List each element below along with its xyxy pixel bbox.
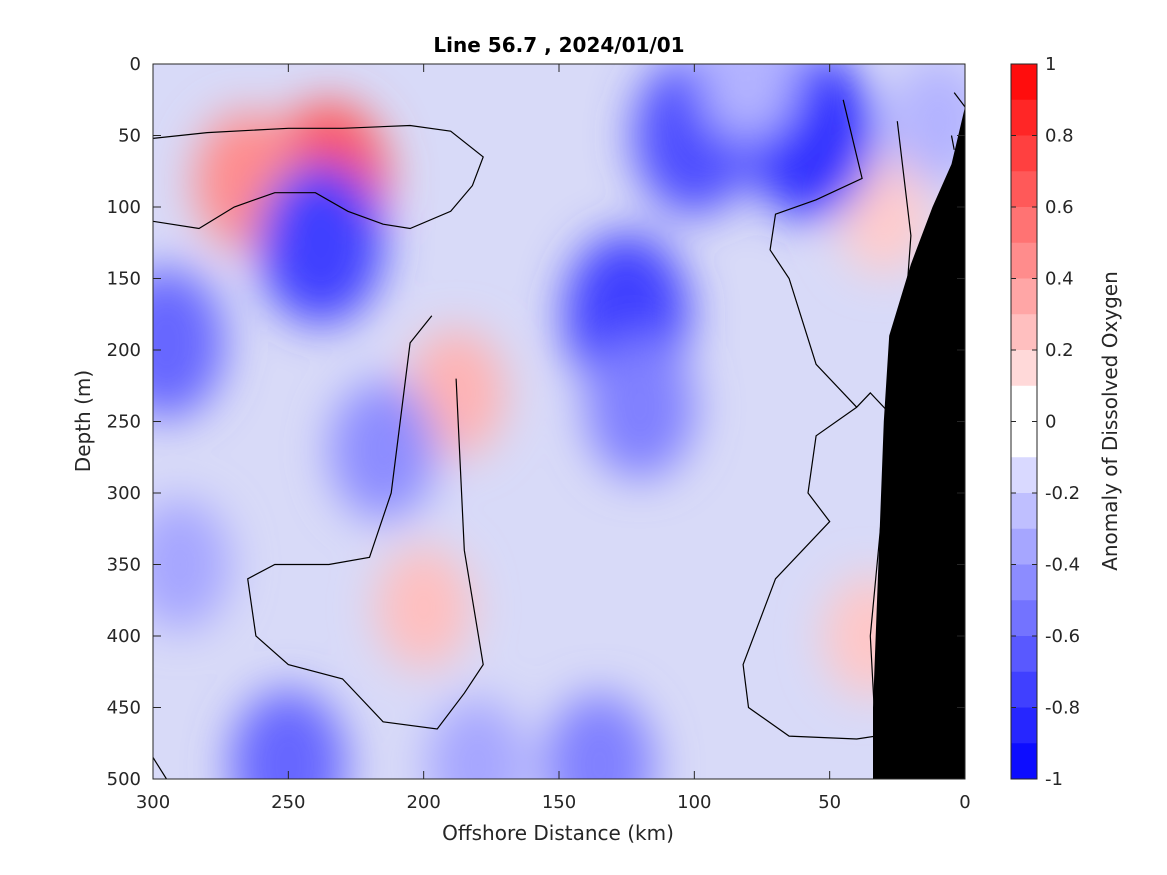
colorbar-ticks: 1 0.8 0.6 0.4 0.2 0 -0.2 -0.4 -0.6 -0.8 -1 [1011,54,1080,790]
anomaly-blob-16 [153,498,231,631]
anomaly-blob-17 [699,64,798,142]
anomaly-blob-18 [888,64,965,185]
colorbar-tick-label: 0.6 [1045,197,1074,218]
y-tick-label: 100 [107,197,141,218]
colorbar-step [1011,493,1037,530]
y-tick-label: 150 [107,269,141,290]
colorbar-step [1011,457,1037,494]
y-axis-label: Depth (m) [71,370,95,472]
colorbar-step [1011,314,1037,351]
anomaly-blob-8 [329,380,437,520]
y-tick-label: 0 [130,54,141,75]
colorbar-step [1011,421,1037,458]
colorbar: 1 0.8 0.6 0.4 0.2 0 -0.2 -0.4 -0.6 -0.8 -1 Anomaly… [1010,54,1122,790]
colorbar-step [1011,743,1037,780]
colorbar-step [1011,207,1037,244]
x-tick-label: 100 [677,792,711,813]
colorbar-step [1011,99,1037,136]
colorbar-tick-label: 0.8 [1045,126,1074,147]
x-tick-label: 50 [818,792,841,813]
colorbar-step [1011,636,1037,673]
x-tick-label: 300 [136,792,170,813]
colorbar-step [1011,707,1037,744]
anomaly-blob-10 [585,335,696,479]
anomaly-blob-3 [376,545,472,670]
y-tick-label: 50 [118,126,141,147]
x-axis: 300 250 200 150 100 50 0 [136,64,971,813]
zero-contour-3 [742,406,890,740]
x-axis-label: Offshore Distance (km) [442,821,674,845]
colorbar-tick-label: -0.6 [1045,626,1080,647]
y-tick-label: 450 [107,698,141,719]
colorbar-step [1011,600,1037,637]
zero-contour-6 [153,757,168,779]
colorbar-tick-label: -0.4 [1045,555,1080,576]
colorbar-step [1011,385,1037,422]
anomaly-blob-6 [258,161,384,324]
colorbar-tick-label: 0.4 [1045,269,1074,290]
anomaly-field [153,64,965,779]
colorbar-steps [1011,64,1037,780]
zero-contour-4 [953,92,965,108]
colorbar-label: Anomaly of Dissolved Oxygen [1098,271,1122,571]
colorbar-step [1011,528,1037,565]
anomaly-blob-7 [153,267,225,419]
colorbar-step [1011,671,1037,708]
colorbar-step [1011,135,1037,172]
y-tick-label: 200 [107,340,141,361]
colorbar-tick-label: -0.8 [1045,698,1080,719]
colorbar-step [1011,564,1037,601]
zero-contour-0 [153,124,484,230]
colorbar-step [1011,171,1037,208]
y-tick-label: 300 [107,483,141,504]
colorbar-tick-label: 1 [1045,54,1056,75]
anomaly-blob-13 [230,689,347,779]
plot-area [153,64,965,779]
colorbar-tick-label: -0.2 [1045,483,1080,504]
zero-contour-1 [247,315,484,730]
zero-contour-5 [950,135,955,150]
y-tick-label: 400 [107,626,141,647]
bathymetry-mask [873,106,965,779]
colorbar-step [1011,64,1037,101]
y-tick-label: 500 [107,769,141,790]
x-tick-label: 250 [271,792,305,813]
y-tick-label: 350 [107,555,141,576]
x-tick-label: 0 [959,792,970,813]
x-tick-label: 200 [406,792,440,813]
y-tick-label: 250 [107,412,141,433]
colorbar-tick-label: -1 [1045,769,1063,790]
colorbar-step [1011,278,1037,315]
y-axis: 0 50 100 150 200 250 300 350 400 450 500 [107,54,965,790]
colorbar-tick-label: 0 [1045,412,1056,433]
x-tick-label: 150 [542,792,576,813]
colorbar-tick-label: 0.2 [1045,340,1074,361]
anomaly-blob-14 [544,693,655,779]
chart-title: Line 56.7 , 2024/01/01 [433,33,684,57]
colorbar-step [1011,350,1037,387]
colorbar-step [1011,242,1037,279]
anomaly-blob-15 [427,699,529,779]
